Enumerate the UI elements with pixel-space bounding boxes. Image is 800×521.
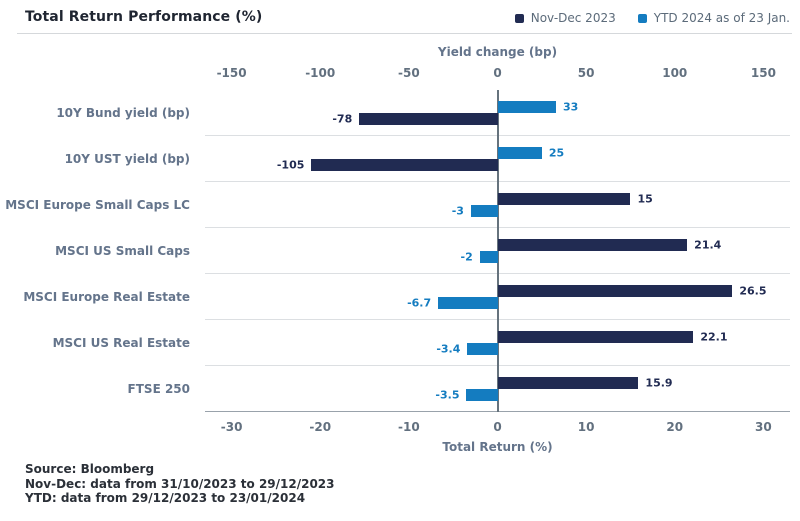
ytd-bar <box>438 296 498 309</box>
bar-value-label: -3.5 <box>435 388 460 402</box>
bar-value-label: -3.4 <box>436 342 461 355</box>
tick-label: 100 <box>662 66 688 80</box>
ytd-bar <box>467 342 498 355</box>
novdec-bar <box>497 330 694 343</box>
bar-track: -78 <box>205 112 790 125</box>
footnote-novdec-range: Nov-Dec: data from 31/10/2023 to 29/12/2… <box>25 476 335 491</box>
category-label: MSCI US Small Caps <box>55 244 190 258</box>
bar-track: 25 <box>205 146 790 159</box>
header-divider <box>17 33 792 34</box>
tick-label: -150 <box>216 66 247 80</box>
category-label: MSCI Europe Real Estate <box>23 290 190 304</box>
tick-label: 0 <box>493 420 502 434</box>
footnote-ytd-range: YTD: data from 29/12/2023 to 23/01/2024 <box>25 491 306 506</box>
tick-label: 150 <box>750 66 776 80</box>
novdec-bar <box>311 158 498 171</box>
footnote-source: Source: Bloomberg <box>25 462 155 476</box>
novdec-bar <box>497 284 733 297</box>
bar-track: -3 <box>205 204 790 217</box>
bar-group-row: 25 -105 <box>205 136 790 182</box>
category-labels: 10Y Bund yield (bp) 10Y UST yield (bp) MSC… <box>0 90 190 412</box>
bar-track: 33 <box>205 100 790 113</box>
bar-track: 21.4 <box>205 238 790 251</box>
bar-track: -3.4 <box>205 342 790 355</box>
tick-label: 0 <box>493 66 502 80</box>
category-label: MSCI US Real Estate <box>52 336 190 350</box>
tick-label: 50 <box>577 66 595 80</box>
tick-label: -10 <box>398 420 420 434</box>
tick-label: 20 <box>666 420 684 434</box>
bar-group-row: 15.9 -3.5 <box>205 366 790 412</box>
ytd-bar <box>497 146 542 159</box>
bar-track: 22.1 <box>205 330 790 343</box>
bar-value-label: -105 <box>276 158 305 171</box>
bottom-axis-ticks: -30 -20 -10 0 10 20 30 <box>205 420 790 436</box>
tick-label: -50 <box>398 66 420 80</box>
legend-label-ytd: YTD 2024 as of 23 Jan. <box>653 11 790 25</box>
bar-value-label: 15 <box>637 192 653 205</box>
bar-value-label: -2 <box>460 250 473 263</box>
novdec-bar <box>359 112 498 125</box>
bar-track: -3.5 <box>205 388 790 402</box>
novdec-bar <box>497 192 631 205</box>
legend-item-ytd: YTD 2024 as of 23 Jan. <box>637 11 790 25</box>
novdec-bar <box>497 377 639 389</box>
bar-track: -6.7 <box>205 296 790 309</box>
bar-value-label: 15.9 <box>645 376 673 390</box>
bar-value-label: -78 <box>332 112 353 125</box>
ytd-bar <box>466 389 498 401</box>
bottom-axis-title: Total Return (%) <box>442 440 553 454</box>
legend-label-novdec: Nov-Dec 2023 <box>530 11 616 25</box>
bar-value-label: 21.4 <box>694 238 722 251</box>
bar-track: 15 <box>205 192 790 205</box>
ytd-swatch-icon <box>637 13 647 23</box>
top-axis-title: Yield change (bp) <box>437 45 558 59</box>
ytd-bar <box>479 250 498 263</box>
bar-track: 15.9 <box>205 376 790 390</box>
category-label: FTSE 250 <box>127 382 190 396</box>
bar-value-label: 33 <box>563 100 579 113</box>
tick-label: -100 <box>305 66 336 80</box>
bar-track: -2 <box>205 250 790 263</box>
bar-value-label: -6.7 <box>407 296 432 309</box>
tick-label: -20 <box>309 420 332 434</box>
tick-label: 10 <box>577 420 595 434</box>
bar-track: -105 <box>205 158 790 171</box>
tick-label: -30 <box>220 420 243 434</box>
bar-track: 26.5 <box>205 284 790 297</box>
novdec-bar <box>497 238 688 251</box>
bar-value-label: 22.1 <box>700 330 728 343</box>
category-label: 10Y Bund yield (bp) <box>56 106 190 120</box>
ytd-bar <box>497 100 556 113</box>
bar-value-label: 25 <box>548 146 565 159</box>
bar-value-label: -3 <box>451 204 464 217</box>
novdec-swatch-icon <box>514 13 524 23</box>
category-label: MSCI Europe Small Caps LC <box>5 198 190 212</box>
legend: Nov-Dec 2023 YTD 2024 as of 23 Jan. <box>514 11 790 25</box>
category-label: 10Y UST yield (bp) <box>64 152 190 166</box>
bar-value-label: 26.5 <box>739 284 767 297</box>
plot-area: 33 -78 25 -105 15 -3 21.4 -2 26.5 -6.7 22.1 -3.4 15.… <box>205 90 790 412</box>
legend-item-novdec: Nov-Dec 2023 <box>514 11 616 25</box>
tick-label: 30 <box>755 420 772 434</box>
page-title: Total Return Performance (%) <box>25 9 263 25</box>
zero-axis-line <box>496 90 499 412</box>
top-axis-ticks: -150 -100 -50 0 50 100 150 <box>205 66 790 82</box>
source-footnote: Source: Bloomberg Nov-Dec: data from 31/… <box>25 462 335 506</box>
ytd-bar <box>470 204 498 217</box>
